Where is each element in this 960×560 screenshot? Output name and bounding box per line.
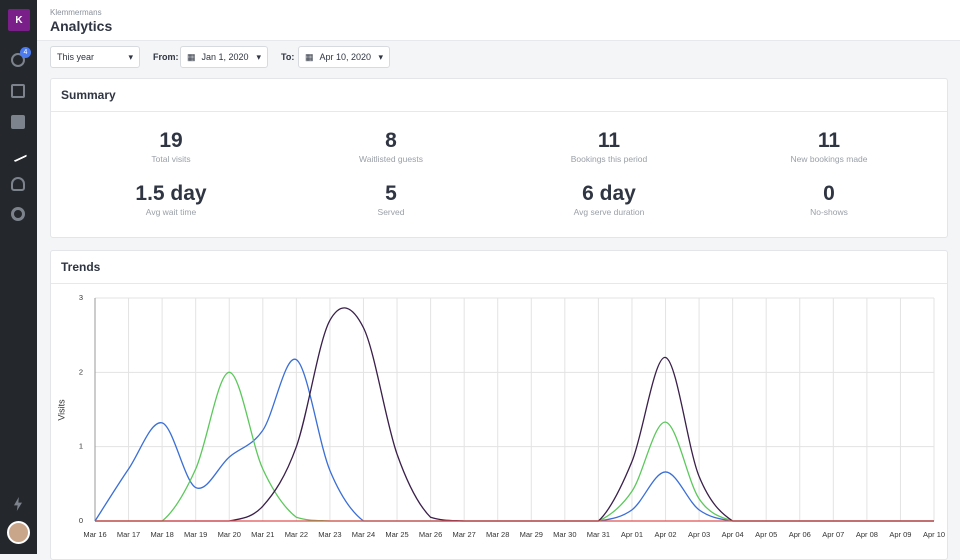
x-tick-label: Apr 10 bbox=[923, 530, 945, 539]
stat: 0 No-shows bbox=[729, 182, 929, 217]
stat-value: 5 bbox=[385, 182, 397, 205]
x-tick-label: Mar 19 bbox=[184, 530, 207, 539]
to-value: Apr 10, 2020 bbox=[319, 52, 372, 62]
stat-value: 11 bbox=[597, 129, 621, 152]
stat-value: 19 bbox=[159, 129, 183, 152]
x-tick-label: Mar 20 bbox=[218, 530, 241, 539]
x-tick-label: Apr 07 bbox=[822, 530, 844, 539]
stat: 8 Waitlisted guests bbox=[291, 129, 491, 164]
nav-bolt[interactable] bbox=[14, 497, 22, 511]
card-title: Trends bbox=[51, 251, 947, 284]
stat-label: Bookings this period bbox=[570, 154, 648, 164]
stat-value: 6 day bbox=[582, 182, 636, 205]
x-tick-label: Mar 17 bbox=[117, 530, 140, 539]
x-tick-label: Apr 01 bbox=[621, 530, 643, 539]
x-tick-label: Mar 31 bbox=[587, 530, 610, 539]
nav-calendar[interactable] bbox=[11, 84, 25, 98]
stat-label: Waitlisted guests bbox=[359, 154, 423, 164]
x-tick-label: Mar 25 bbox=[385, 530, 408, 539]
chart: 0 1 2 3 Mar 16 Mar 17 Mar 18 Mar 19 Mar 20 Mar 21… bbox=[56, 293, 945, 539]
notification-badge: 4 bbox=[20, 47, 31, 58]
x-tick-label: Apr 06 bbox=[789, 530, 811, 539]
to-date[interactable]: ▦ Apr 10, 2020 ▾ bbox=[298, 46, 390, 68]
sidebar: K 4 bbox=[0, 0, 37, 554]
nav-analytics[interactable] bbox=[8, 143, 28, 163]
x-tick-label: Apr 08 bbox=[856, 530, 878, 539]
from-date[interactable]: ▦ Jan 1, 2020 ▾ bbox=[180, 46, 268, 68]
nav-settings[interactable] bbox=[11, 207, 25, 221]
page-title: Analytics bbox=[50, 18, 113, 34]
x-tick-label: Mar 28 bbox=[486, 530, 509, 539]
range-select[interactable]: This year ▾ bbox=[50, 46, 140, 68]
user-avatar[interactable] bbox=[7, 521, 30, 544]
nav-clock[interactable] bbox=[11, 53, 25, 67]
stat: 19 Total visits bbox=[71, 129, 271, 164]
series-line bbox=[95, 307, 934, 522]
stat-label: Served bbox=[377, 207, 405, 217]
y-tick-label: 1 bbox=[79, 442, 83, 451]
from-label: From: bbox=[153, 52, 179, 62]
stat: 6 day Avg serve duration bbox=[509, 182, 709, 217]
stat-value: 11 bbox=[817, 129, 841, 152]
header bbox=[37, 0, 960, 41]
stat: 11 Bookings this period bbox=[509, 129, 709, 164]
y-tick-label: 3 bbox=[79, 293, 83, 302]
stat-value: 0 bbox=[823, 182, 835, 205]
x-tick-label: Apr 03 bbox=[688, 530, 710, 539]
x-tick-label: Mar 27 bbox=[452, 530, 475, 539]
y-axis-label: Visits bbox=[56, 399, 66, 421]
x-tick-label: Apr 04 bbox=[722, 530, 744, 539]
stat: 11 New bookings made bbox=[729, 129, 929, 164]
card-title: Summary bbox=[51, 79, 947, 112]
trends-card: Trends bbox=[50, 250, 948, 560]
stat-value: 8 bbox=[385, 129, 397, 152]
to-label: To: bbox=[281, 52, 295, 62]
summary-card: Summary 19 Total visits 8 Waitlisted guests… bbox=[50, 78, 948, 238]
stat-label: Total visits bbox=[151, 154, 191, 164]
x-tick-label: Mar 21 bbox=[251, 530, 274, 539]
from-value: Jan 1, 2020 bbox=[201, 52, 249, 62]
y-tick-label: 2 bbox=[79, 367, 83, 376]
x-tick-label: Mar 23 bbox=[318, 530, 341, 539]
stat: 1.5 day Avg wait time bbox=[71, 182, 271, 217]
stat-label: No-shows bbox=[810, 207, 848, 217]
x-tick-label: Mar 22 bbox=[285, 530, 308, 539]
x-tick-label: Mar 30 bbox=[553, 530, 576, 539]
stat: 5 Served bbox=[291, 182, 491, 217]
stat-label: Avg wait time bbox=[145, 207, 197, 217]
x-tick-label: Mar 18 bbox=[150, 530, 173, 539]
x-tick-label: Mar 16 bbox=[83, 530, 106, 539]
nav-tasks[interactable] bbox=[11, 115, 25, 129]
stat-label: New bookings made bbox=[790, 154, 868, 164]
stat-value: 1.5 day bbox=[135, 182, 207, 205]
nav-people[interactable] bbox=[11, 177, 25, 191]
x-tick-label: Apr 02 bbox=[654, 530, 676, 539]
x-tick-label: Mar 29 bbox=[520, 530, 543, 539]
y-tick-label: 0 bbox=[79, 516, 83, 525]
org-logo[interactable]: K bbox=[8, 9, 30, 31]
x-tick-label: Apr 09 bbox=[889, 530, 911, 539]
x-tick-label: Mar 26 bbox=[419, 530, 442, 539]
x-tick-label: Apr 05 bbox=[755, 530, 777, 539]
x-tick-label: Mar 24 bbox=[352, 530, 375, 539]
org-switcher[interactable]: Klemmermans bbox=[50, 8, 102, 17]
stat-label: Avg serve duration bbox=[573, 207, 645, 217]
range-value: This year bbox=[57, 52, 95, 62]
